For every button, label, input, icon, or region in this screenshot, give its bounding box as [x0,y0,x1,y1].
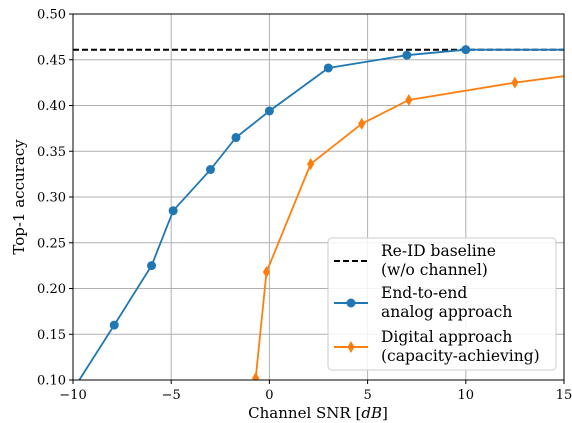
data-point [323,63,333,73]
y-tick-label: 0.40 [37,99,66,114]
data-point [511,76,519,89]
y-tick-label: 0.45 [37,53,66,68]
legend-box [327,237,557,371]
legend-analog-marker [346,298,356,308]
x-tick-label: −10 [59,388,86,403]
y-tick-label: 0.30 [37,191,66,206]
y-tick-label: 0.50 [37,8,66,23]
legend-digital-label-line2: (capacity-achieving) [381,347,540,365]
y-axis-label: Top-1 accuracy [10,139,28,255]
x-tick-label: 10 [458,388,475,403]
y-tick-label: 0.35 [37,145,66,160]
y-tick-label: 0.20 [37,282,66,297]
x-tick-label: 5 [363,388,371,403]
series-layer [73,45,564,380]
data-point [461,45,471,55]
data-point [264,106,274,116]
data-point [147,261,157,271]
x-tick-label: 0 [265,388,273,403]
data-point [205,165,215,175]
legend-baseline-label-line2: (w/o channel) [381,261,488,279]
legend-digital-marker [347,341,355,353]
x-tick-label: −5 [162,388,181,403]
legend-baseline-label-line1: Re-ID baseline [381,242,496,260]
data-point [109,320,119,330]
data-point [168,206,178,216]
y-tick-label: 0.15 [37,328,66,343]
x-axis-label: Channel SNR [dB] [248,404,388,422]
series-group [73,45,564,380]
data-point [307,158,315,171]
legend: Re-ID baseline (w/o channel) End-to-end … [327,237,557,371]
data-point [262,266,271,279]
ticks: −10 −5 0 5 10 15 0.10 0.15 0.20 0.25 0.30 0.35 0.40 0… [37,8,572,404]
data-point [402,50,412,60]
data-point [358,117,366,130]
data-point [252,372,260,380]
legend-digital-label-line1: Digital approach [381,328,512,346]
x-tick-label: 15 [556,388,572,403]
y-tick-label: 0.10 [37,374,66,389]
legend-analog-label-line2: analog approach [381,303,512,321]
legend-analog-label-line1: End-to-end [381,284,467,302]
data-point [405,94,413,107]
y-tick-label: 0.25 [37,236,66,251]
data-point [231,133,241,143]
